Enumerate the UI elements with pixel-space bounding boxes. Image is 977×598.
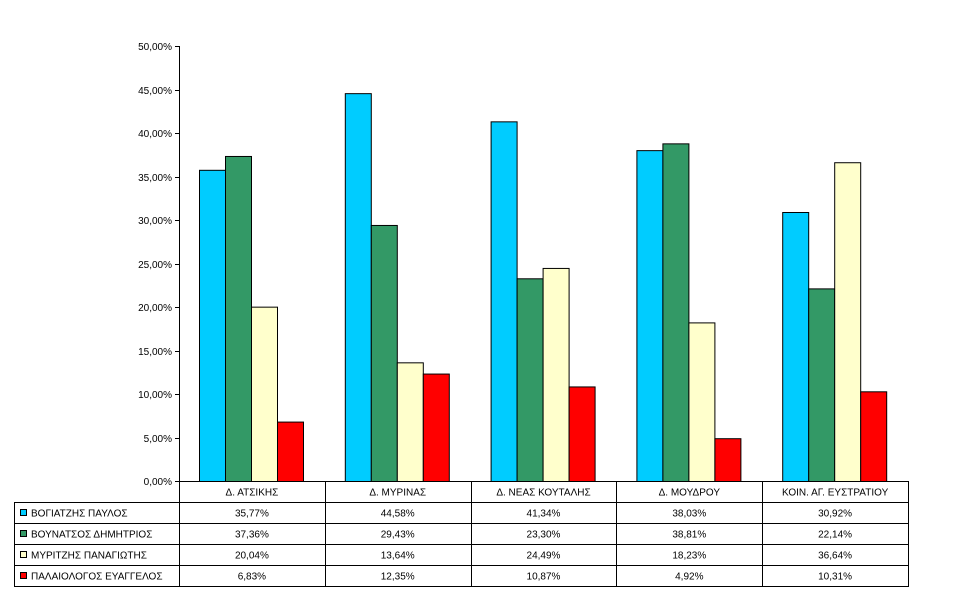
bar (370, 224, 398, 482)
data-value-label: 24,49% (527, 551, 561, 562)
data-value-label: 20,04% (235, 551, 269, 562)
bar (714, 438, 742, 483)
bar (225, 155, 252, 483)
y-axis-ticks: 0,00% 5,00% 10,00% 15,00% 20,00% 25,00% 30,00%… (138, 42, 179, 488)
data-value-label: 38,81% (672, 530, 706, 541)
bar (516, 278, 544, 483)
legend-swatch (20, 551, 27, 558)
bar (808, 288, 836, 482)
legend-swatch (20, 572, 27, 579)
y-tick-label: 25,00% (138, 260, 172, 271)
bar (396, 362, 424, 482)
y-tick-label: 0,00% (144, 477, 172, 488)
y-tick-label: 40,00% (138, 129, 172, 140)
data-value-label: 6,83% (238, 572, 266, 583)
data-value-label: 10,31% (818, 572, 852, 583)
bar (568, 386, 596, 482)
y-tick-label: 45,00% (138, 86, 172, 97)
table-frame (179, 481, 909, 587)
data-value-label: 36,64% (818, 551, 852, 562)
legend-series-name: ΒΟΓΙΑΤΖΗΣ ΠΑΥΛΟΣ (31, 509, 128, 520)
bar (636, 150, 664, 482)
data-value-label: 30,92% (818, 509, 852, 520)
legend-swatch (20, 509, 27, 516)
data-value-label: 12,35% (381, 572, 415, 583)
y-tick-label: 20,00% (138, 303, 172, 314)
data-value-label: 13,64% (381, 551, 415, 562)
data-value-label: 38,03% (672, 509, 706, 520)
bar (251, 306, 278, 483)
bar (688, 322, 716, 482)
bar (782, 211, 810, 482)
y-tick-label: 30,00% (138, 216, 172, 227)
data-value-label: 22,14% (818, 530, 852, 541)
data-value-label: 4,92% (675, 572, 703, 583)
legend-swatch (20, 530, 27, 537)
category-label: Δ. ΑΤΣΙΚΗΣ (226, 488, 279, 499)
legend-series-name: ΠΑΛΑΙΟΛΟΓΟΣ ΕΥΑΓΓΕΛΟΣ (31, 572, 163, 583)
bar (662, 143, 690, 482)
data-value-label: 18,23% (672, 551, 706, 562)
category-label: Δ. ΝΕΑΣ ΚΟΥΤΑΛΗΣ (496, 488, 590, 499)
bar (422, 373, 450, 482)
bars (199, 93, 888, 483)
bar (860, 391, 888, 483)
bar (277, 421, 304, 483)
data-value-label: 10,87% (527, 572, 561, 583)
data-value-label: 29,43% (381, 530, 415, 541)
bar (344, 93, 372, 483)
y-tick-label: 5,00% (144, 434, 172, 445)
bar (542, 267, 570, 483)
legend-series-name: ΒΟΥΝΑΤΣΟΣ ΔΗΜΗΤΡΙΟΣ (31, 530, 152, 541)
data-value-label: 23,30% (527, 530, 561, 541)
bar (199, 169, 226, 482)
category-label: ΚΟΙΝ. ΑΓ. ΕΥΣΤΡΑΤΙΟΥ (782, 488, 889, 499)
data-table: Δ. ΑΤΣΙΚΗΣ Δ. ΜΥΡΙΝΑΣ Δ. ΝΕΑΣ ΚΟΥΤΑΛΗΣ Δ. Μ… (14, 481, 909, 587)
y-tick-label: 35,00% (138, 173, 172, 184)
data-value-label: 35,77% (235, 509, 269, 520)
y-tick-label: 15,00% (138, 347, 172, 358)
bar (490, 121, 518, 482)
data-value-label: 44,58% (381, 509, 415, 520)
y-tick-label: 50,00% (138, 42, 172, 53)
data-value-label: 41,34% (527, 509, 561, 520)
category-label: Δ. ΜΥΡΙΝΑΣ (369, 488, 426, 499)
category-label: Δ. ΜΟΥΔΡΟΥ (659, 488, 721, 499)
y-tick-label: 10,00% (138, 390, 172, 401)
data-value-label: 37,36% (235, 530, 269, 541)
legend-series-name: ΜΥΡΙΤΖΗΣ ΠΑΝΑΓΙΩΤΗΣ (31, 551, 147, 562)
bar (834, 162, 862, 482)
